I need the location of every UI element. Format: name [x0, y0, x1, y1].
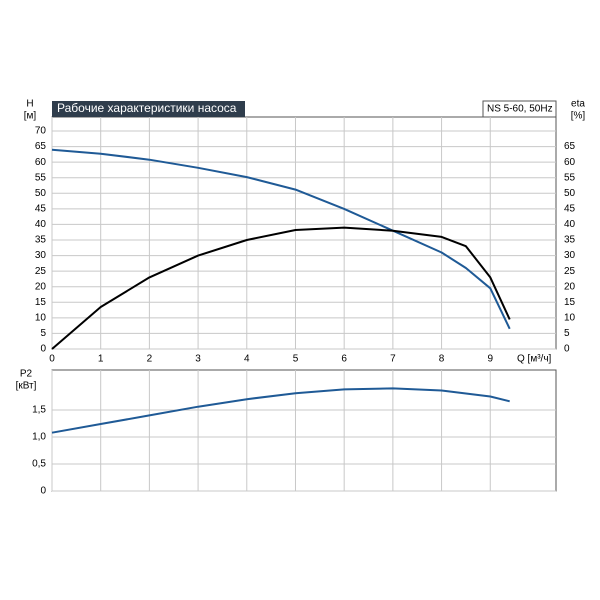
y-tick-label: 50 [35, 188, 47, 199]
y-axis-unit: [м] [24, 111, 37, 122]
y2-tick-label: 40 [564, 219, 576, 230]
x-tick-label: 8 [439, 354, 445, 365]
curve [51, 148, 511, 330]
y2-tick-label: 45 [564, 204, 576, 215]
y-tick-label: 0,5 [32, 459, 46, 470]
x-tick-label: 1 [98, 354, 104, 365]
x-tick-label: 2 [147, 354, 153, 365]
plot-frame [51, 116, 557, 350]
y-axis-unit: [кВт] [16, 381, 37, 392]
y-tick-label: 65 [35, 141, 47, 152]
y2-tick-label: 0 [564, 344, 570, 355]
y-tick-label: 1,5 [32, 405, 46, 416]
title-box [52, 101, 245, 117]
y2-tick-label: 20 [564, 281, 576, 292]
y-tick-label: 55 [35, 172, 47, 183]
y-tick-label: 60 [35, 157, 47, 168]
y-tick-label: 1,0 [32, 432, 46, 443]
y2-tick-label: 15 [564, 297, 576, 308]
y2-tick-label: 50 [564, 188, 576, 199]
y-tick-label: 40 [35, 219, 47, 230]
y2-tick-label: 35 [564, 235, 576, 246]
y-axis-label: P2 [20, 369, 33, 380]
y-tick-label: 0 [40, 486, 46, 497]
y-tick-label: 5 [40, 328, 46, 339]
y2-tick-label: 10 [564, 312, 576, 323]
y-tick-label: 15 [35, 297, 47, 308]
y-tick-label: 70 [35, 126, 47, 137]
curve [51, 226, 511, 350]
curve [51, 387, 510, 434]
y2-tick-label: 30 [564, 250, 576, 261]
y-axis-label: H [26, 99, 33, 110]
y2-tick-label: 65 [564, 141, 576, 152]
x-tick-label: 0 [49, 354, 55, 365]
x-tick-label: 9 [487, 354, 493, 365]
x-tick-label: 4 [244, 354, 250, 365]
y-tick-label: 35 [35, 235, 47, 246]
plot-frame [51, 369, 557, 492]
y2-axis-unit: [%] [571, 111, 586, 122]
y-tick-label: 30 [35, 250, 47, 261]
x-tick-label: 7 [390, 354, 396, 365]
annotation-box [482, 100, 557, 118]
y2-tick-label: 25 [564, 266, 576, 277]
y2-tick-label: 55 [564, 172, 576, 183]
annotation: NS 5-60, 50Hz [487, 104, 553, 115]
y2-tick-label: 5 [564, 328, 570, 339]
x-axis-label: Q [м³/ч] [517, 354, 552, 365]
y-tick-label: 0 [40, 344, 46, 355]
y2-tick-label: 60 [564, 157, 576, 168]
y-tick-label: 10 [35, 312, 47, 323]
y2-axis-label: eta [571, 99, 585, 110]
x-tick-label: 5 [293, 354, 299, 365]
x-tick-label: 3 [195, 354, 201, 365]
x-tick-label: 6 [341, 354, 347, 365]
y-tick-label: 20 [35, 281, 47, 292]
y-tick-label: 25 [35, 266, 47, 277]
y-tick-label: 45 [35, 204, 47, 215]
chart-title: Рабочие характеристики насоса [57, 101, 237, 115]
